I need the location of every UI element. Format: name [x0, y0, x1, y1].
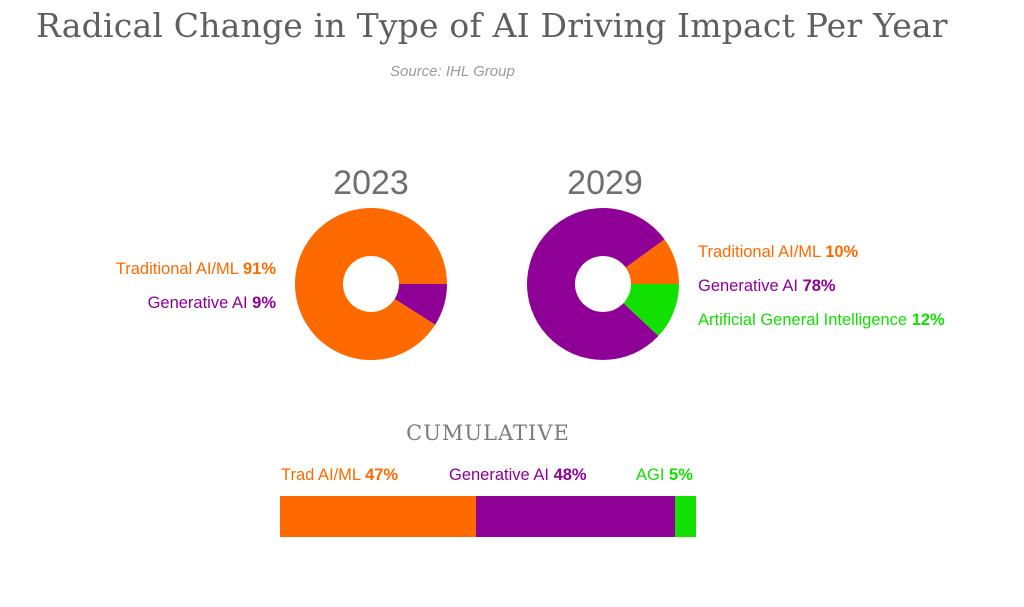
cumulative-traditional-value: 47% — [365, 466, 399, 484]
year-2023-label: 2023 — [333, 164, 409, 202]
cumulative-label-agi: AGI 5% — [636, 466, 693, 485]
legend-2023-generative-value: 9% — [252, 294, 276, 312]
donut-2029 — [527, 207, 679, 360]
legend-2023-traditional-value: 91% — [242, 260, 276, 278]
legend-2029-agi-value: 12% — [911, 311, 945, 329]
legend-2023-generative: Generative AI 9% — [40, 294, 276, 313]
cumulative-segment-traditional — [280, 496, 476, 537]
legend-2023-traditional-label: Traditional AI/ML — [115, 260, 239, 278]
donut-2029-slice-generative — [527, 207, 665, 360]
legend-2029-agi-label: Artificial General Intelligence — [698, 311, 908, 329]
legend-2029-generative: Generative AI 78% — [698, 277, 836, 296]
cumulative-stacked-bar — [280, 496, 696, 537]
cumulative-agi-value: 5% — [669, 466, 693, 484]
legend-2023-traditional: Traditional AI/ML 91% — [40, 260, 276, 279]
cumulative-agi-label: AGI — [636, 466, 665, 484]
donut-2029-slice-traditional — [625, 239, 679, 284]
legend-2023-generative-label: Generative AI — [147, 294, 248, 312]
donut-2029-slice-agi — [623, 284, 679, 337]
cumulative-segment-generative — [475, 496, 676, 537]
legend-2029-generative-value: 78% — [802, 277, 836, 295]
cumulative-label-traditional: Trad AI/ML 47% — [281, 466, 398, 485]
legend-2029-traditional-label: Traditional AI/ML — [698, 243, 821, 261]
cumulative-title: CUMULATIVE — [406, 421, 570, 445]
legend-2029-agi: Artificial General Intelligence 12% — [698, 311, 945, 330]
cumulative-segment-agi — [675, 496, 696, 537]
chart-title: Radical Change in Type of AI Driving Imp… — [36, 6, 948, 45]
donut-2023 — [295, 207, 447, 360]
cumulative-generative-value: 48% — [553, 466, 587, 484]
legend-2029-traditional: Traditional AI/ML 10% — [698, 243, 858, 262]
cumulative-traditional-label: Trad AI/ML — [281, 466, 361, 484]
donut-2023-slice-generative — [394, 284, 447, 325]
legend-2029-traditional-value: 10% — [825, 243, 859, 261]
cumulative-generative-label: Generative AI — [449, 466, 549, 484]
donut-2023-slice-traditional — [295, 207, 447, 360]
year-2029-label: 2029 — [567, 164, 643, 202]
cumulative-label-generative: Generative AI 48% — [449, 466, 587, 485]
source-note: Source: IHL Group — [390, 63, 515, 80]
legend-2029-generative-label: Generative AI — [698, 277, 798, 295]
